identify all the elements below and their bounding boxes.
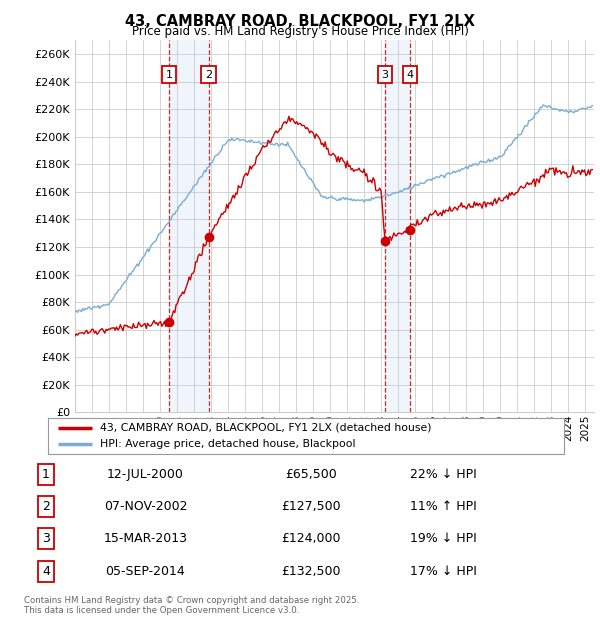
Bar bbox=[169, 40, 209, 412]
Text: 4: 4 bbox=[406, 69, 413, 80]
Text: Price paid vs. HM Land Registry's House Price Index (HPI): Price paid vs. HM Land Registry's House … bbox=[131, 25, 469, 38]
Text: £124,000: £124,000 bbox=[281, 533, 341, 545]
Text: 3: 3 bbox=[382, 69, 388, 80]
Text: 12-JUL-2000: 12-JUL-2000 bbox=[107, 468, 184, 481]
Text: 1: 1 bbox=[42, 468, 50, 481]
Text: 15-MAR-2013: 15-MAR-2013 bbox=[103, 533, 187, 545]
Text: HPI: Average price, detached house, Blackpool: HPI: Average price, detached house, Blac… bbox=[100, 439, 355, 449]
Text: 1: 1 bbox=[166, 69, 173, 80]
Text: 22% ↓ HPI: 22% ↓ HPI bbox=[410, 468, 477, 481]
Text: 43, CAMBRAY ROAD, BLACKPOOL, FY1 2LX: 43, CAMBRAY ROAD, BLACKPOOL, FY1 2LX bbox=[125, 14, 475, 29]
Text: 05-SEP-2014: 05-SEP-2014 bbox=[106, 565, 185, 577]
Bar bbox=[385, 40, 410, 412]
Text: 11% ↑ HPI: 11% ↑ HPI bbox=[410, 500, 477, 513]
Text: £65,500: £65,500 bbox=[285, 468, 337, 481]
Text: 2: 2 bbox=[205, 69, 212, 80]
Text: 3: 3 bbox=[42, 533, 50, 545]
Text: £132,500: £132,500 bbox=[281, 565, 341, 577]
Text: 2: 2 bbox=[42, 500, 50, 513]
Text: Contains HM Land Registry data © Crown copyright and database right 2025.
This d: Contains HM Land Registry data © Crown c… bbox=[24, 596, 359, 615]
Text: 4: 4 bbox=[42, 565, 50, 577]
Text: 19% ↓ HPI: 19% ↓ HPI bbox=[410, 533, 477, 545]
Text: 17% ↓ HPI: 17% ↓ HPI bbox=[410, 565, 477, 577]
Text: 07-NOV-2002: 07-NOV-2002 bbox=[104, 500, 187, 513]
Text: £127,500: £127,500 bbox=[281, 500, 341, 513]
Text: 43, CAMBRAY ROAD, BLACKPOOL, FY1 2LX (detached house): 43, CAMBRAY ROAD, BLACKPOOL, FY1 2LX (de… bbox=[100, 423, 431, 433]
